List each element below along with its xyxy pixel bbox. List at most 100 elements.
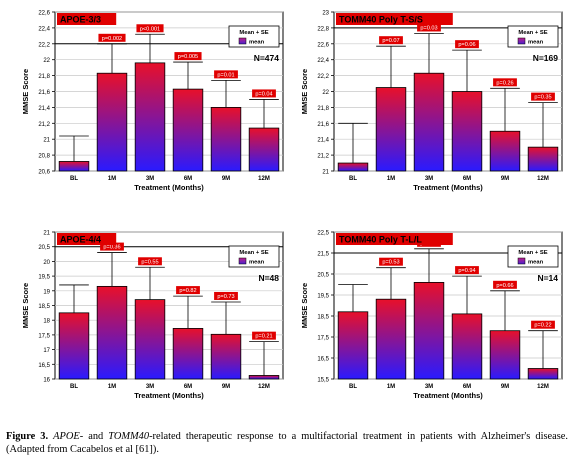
- y-tick-label: 20,5: [317, 273, 329, 279]
- chart-panel-2: 21 21,2 21,4 21,6 21,8 22 22,2 22,4 22,6 22,8 23 BL…: [300, 11, 563, 192]
- p-value-badge: [379, 257, 403, 266]
- p-value-badge: [455, 40, 479, 49]
- y-tick-label: 21,5: [317, 252, 329, 258]
- y-tick-label: 21: [43, 231, 50, 237]
- x-axis-title: Treatment (Months): [413, 391, 483, 400]
- y-tick-label: 22,2: [317, 74, 329, 80]
- y-tick-label: 22: [322, 90, 329, 96]
- y-tick-label: 20,5: [38, 245, 50, 251]
- p-value-label: p=0.26: [496, 80, 513, 86]
- bar: [248, 127, 280, 172]
- chart-title: TOMM40 Poly T-L/L: [339, 235, 422, 245]
- bar: [489, 130, 521, 172]
- x-tick-label: 3M: [425, 384, 433, 390]
- x-tick-label: BL: [70, 384, 78, 390]
- y-tick-label: 21,2: [38, 122, 50, 128]
- y-tick-label: 20: [43, 260, 50, 266]
- p-value-badge: [493, 280, 517, 289]
- x-tick-label: 12M: [258, 176, 270, 182]
- p-value-badge: [531, 92, 555, 101]
- p-value-label: p=0.005: [178, 54, 198, 60]
- bar: [210, 107, 242, 172]
- legend-swatch: [517, 257, 526, 265]
- x-axis-title: Treatment (Months): [134, 183, 204, 192]
- y-tick-label: 22,5: [317, 231, 329, 237]
- sample-size-label: N=48: [258, 273, 279, 283]
- y-tick-label: 21,8: [317, 106, 329, 112]
- bar: [337, 162, 369, 172]
- y-tick-label: 23: [322, 11, 329, 17]
- x-axis-title: Treatment (Months): [413, 183, 483, 192]
- p-value-label: p=0.94: [458, 268, 475, 274]
- chart-title: APOE-3/3: [60, 15, 101, 25]
- p-value-badge: [379, 36, 403, 45]
- y-tick-label: 19,5: [317, 294, 329, 300]
- y-tick-label: 17: [43, 348, 50, 354]
- y-tick-label: 19: [43, 289, 50, 295]
- chart-title-badge: [57, 233, 117, 245]
- x-tick-label: 9M: [501, 384, 509, 390]
- y-tick-label: 20,6: [38, 170, 50, 176]
- legend-swatch: [517, 37, 526, 45]
- bar: [375, 87, 407, 172]
- chart-title-badge: [336, 233, 453, 245]
- p-value-label: p=0.53: [382, 260, 399, 266]
- chart-title: TOMM40 Poly T-S/S: [339, 15, 423, 25]
- y-tick-label: 20,8: [38, 154, 50, 160]
- chart-panel-3: 16 16,5 17 17,5 18 18,5 19 19,5 20 20,5 21 BL 1M p=0.…: [21, 231, 284, 400]
- y-tick-label: 21,4: [317, 138, 329, 144]
- bar: [96, 72, 128, 172]
- p-value-badge: [493, 78, 517, 87]
- p-value-label: p=0.06: [458, 42, 475, 48]
- legend-swatch: [238, 257, 247, 265]
- bar: [413, 72, 445, 172]
- legend-entry-mean-se: Mean + SE: [518, 250, 547, 256]
- x-tick-label: 9M: [222, 384, 230, 390]
- p-value-badge: [417, 23, 441, 32]
- bar: [58, 312, 90, 380]
- p-value-label: p=0.66: [496, 283, 513, 289]
- y-tick-label: 22,6: [38, 11, 50, 17]
- y-tick-label: 18: [43, 319, 50, 325]
- caption-text-2: -related therapeutic response to a multi…: [6, 431, 568, 455]
- p-value-label: p=0.01: [217, 72, 234, 78]
- x-tick-label: BL: [349, 384, 357, 390]
- y-tick-label: 22,8: [317, 26, 329, 32]
- bar: [451, 313, 483, 380]
- p-value-label: p=0.82: [179, 288, 196, 294]
- legend-entry-mean-se: Mean + SE: [518, 30, 547, 36]
- caption-label: Figure 3.: [6, 431, 49, 442]
- bar: [527, 146, 559, 172]
- p-value-label: p=0.07: [382, 38, 399, 44]
- p-value-badge: [252, 331, 276, 340]
- bar: [96, 285, 128, 380]
- y-tick-label: 17,5: [38, 333, 50, 339]
- x-tick-label: 3M: [146, 176, 154, 182]
- y-tick-label: 21,2: [317, 154, 329, 160]
- chart-title: APOE-4/4: [60, 235, 101, 245]
- x-tick-label: 1M: [108, 176, 116, 182]
- sample-size-label: N=14: [537, 273, 558, 283]
- p-value-label: p=0.002: [102, 36, 122, 42]
- y-tick-label: 21,4: [38, 106, 50, 112]
- x-tick-label: 3M: [146, 384, 154, 390]
- p-value-label: p=0.22: [534, 323, 551, 329]
- legend-entry-mean-se: Mean + SE: [239, 30, 268, 36]
- p-value-label: p=0.03: [420, 25, 437, 31]
- legend-entry-mean: mean: [528, 40, 544, 46]
- x-tick-label: 1M: [387, 176, 395, 182]
- chart-title-badge: [336, 13, 453, 25]
- bar: [489, 330, 521, 380]
- bar: [134, 62, 166, 172]
- sample-size-label: N=474: [254, 53, 280, 63]
- y-tick-label: 22: [43, 58, 50, 64]
- x-tick-label: 6M: [463, 384, 471, 390]
- p-value-label: p<0.001: [140, 26, 160, 32]
- x-tick-label: 12M: [258, 384, 270, 390]
- y-tick-label: 15,5: [317, 378, 329, 384]
- x-tick-label: 6M: [463, 176, 471, 182]
- legend-entry-mean: mean: [249, 260, 265, 266]
- x-tick-label: 9M: [501, 176, 509, 182]
- bar: [451, 91, 483, 172]
